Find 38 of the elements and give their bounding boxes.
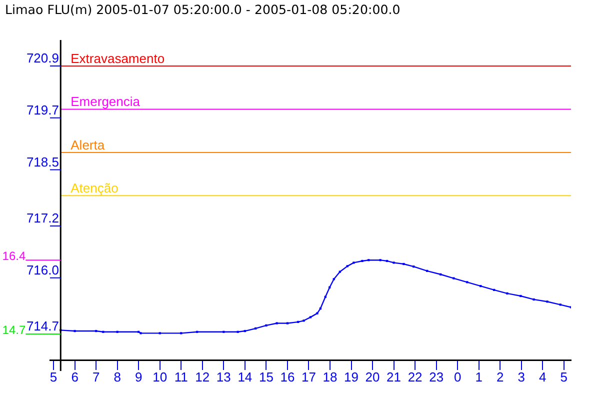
ref-line-label: Atenção [70, 180, 118, 196]
x-tick-label: 13 [216, 369, 231, 384]
x-tick-label: 18 [322, 369, 338, 384]
x-tick-label: 8 [114, 369, 121, 384]
x-tick-label: 23 [429, 369, 444, 384]
x-tick-label: 14 [238, 369, 252, 384]
ref-line-label: Extravasamento [70, 50, 165, 66]
x-tick-label: 7 [92, 369, 100, 384]
y-tick-label: 714.7 [26, 318, 59, 334]
x-tick-label: 6 [71, 369, 78, 384]
x-tick-label: 20 [365, 369, 380, 384]
x-tick-label: 9 [134, 369, 142, 384]
x-tick-label: 10 [152, 369, 168, 384]
y-tick-label: 717.2 [26, 210, 59, 226]
x-tick-label: 5 [50, 369, 58, 384]
ref-line-label: Emergencia [70, 94, 141, 110]
x-tick-label: 15 [258, 369, 274, 384]
x-tick-label: 0 [454, 369, 462, 384]
x-tick-label: 17 [301, 369, 316, 384]
x-tick-label: 11 [174, 369, 188, 384]
x-tick-label: 19 [344, 369, 358, 384]
x-tick-label: 5 [560, 369, 568, 384]
y-tick-label: 716.0 [26, 262, 59, 278]
x-tick-label: 16 [280, 369, 295, 384]
y-tick-label: 718.5 [26, 154, 59, 170]
x-tick-label: 4 [539, 369, 546, 384]
x-tick-label: 12 [195, 369, 210, 384]
annotation: 14.7 [2, 323, 26, 338]
x-tick-label: 22 [408, 369, 422, 384]
x-tick-label: 1 [475, 369, 482, 384]
x-tick-label: 21 [386, 369, 402, 384]
y-tick-label: 719.7 [26, 102, 59, 118]
ref-line-label: Alerta [70, 137, 106, 152]
y-tick-label: 720.9 [26, 50, 59, 66]
text: 16.4 [2, 249, 26, 264]
x-tick-label: 2 [496, 369, 504, 384]
chart-title: Limao FLU(m) 2005-01-07 05:20:00.0 - 2005-01-08 05:20:00.0 [5, 2, 400, 17]
x-tick-label: 3 [518, 369, 525, 384]
